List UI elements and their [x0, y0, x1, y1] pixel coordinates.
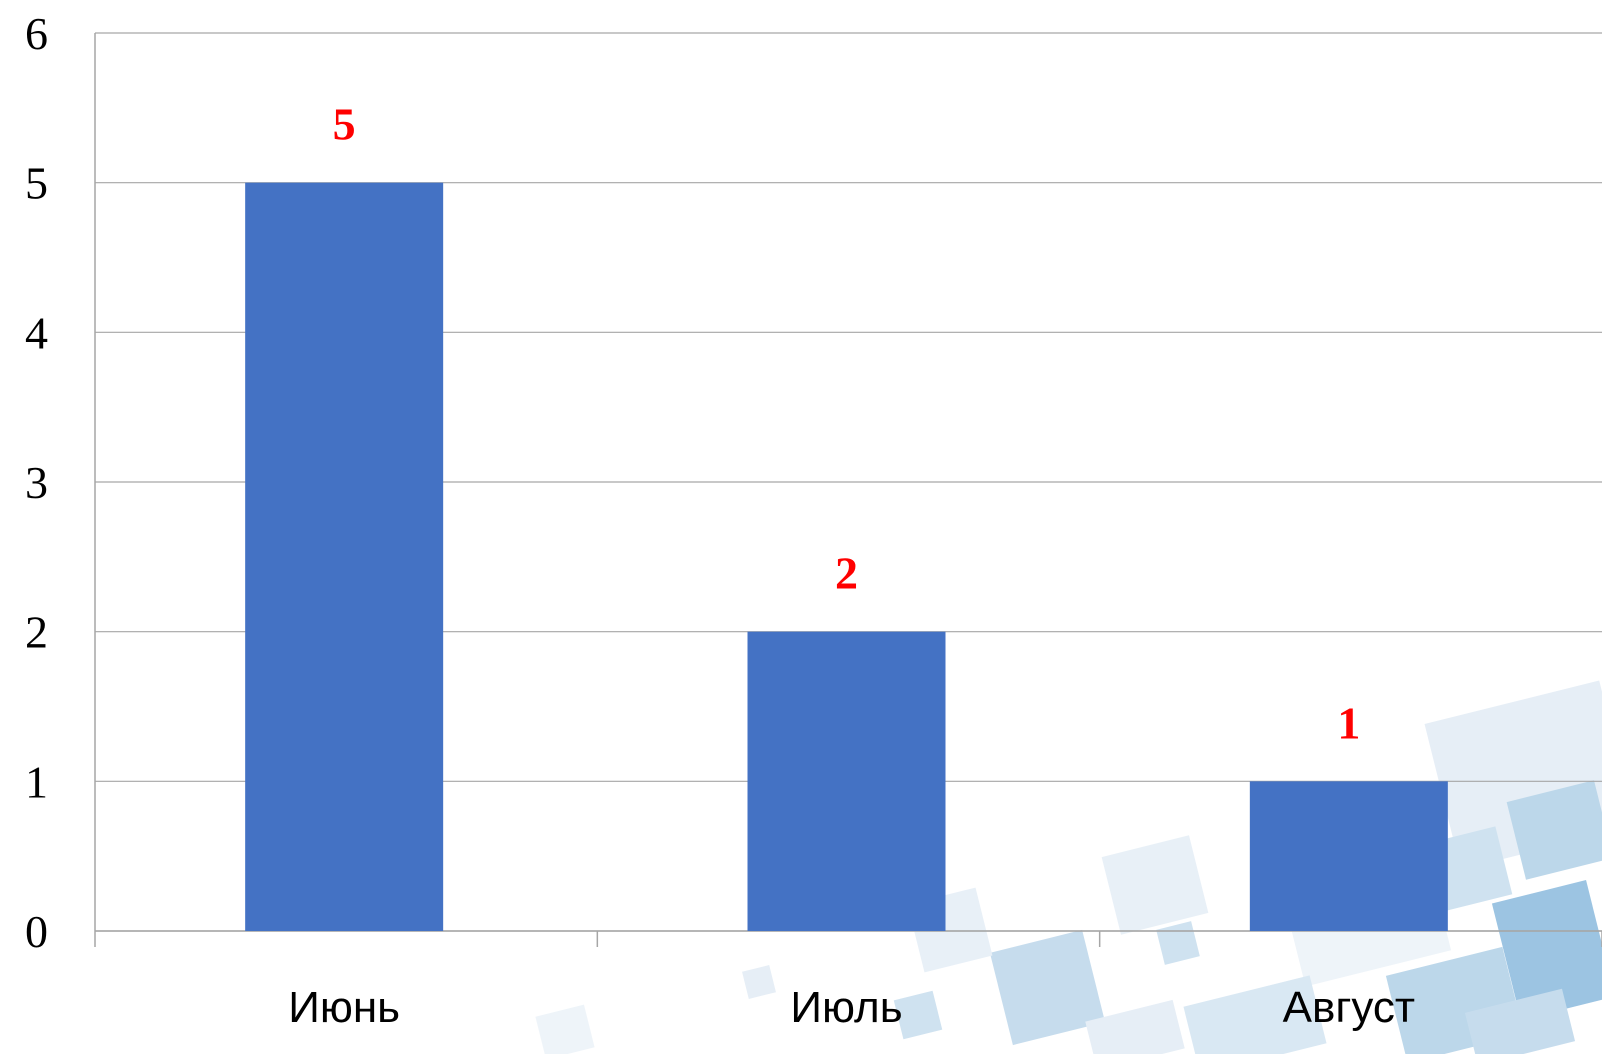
x-tick-label: Июнь	[288, 983, 400, 1032]
decor-square	[989, 929, 1106, 1046]
y-tick-label: 0	[25, 906, 48, 957]
y-tick-label: 2	[25, 607, 48, 658]
decor-square	[1101, 835, 1209, 935]
decor-square	[1464, 988, 1576, 1054]
bar	[747, 631, 946, 931]
y-tick-label: 5	[25, 158, 48, 209]
y-axis-tick-labels: 0 1 2 3 4 5 6	[25, 8, 48, 957]
x-axis-tick-labels: Июнь Июль Август	[288, 983, 1415, 1032]
bar	[245, 182, 444, 931]
decor-square	[1183, 975, 1327, 1054]
decor-square	[1085, 999, 1185, 1054]
y-tick-label: 4	[25, 307, 48, 358]
decor-square	[1506, 780, 1602, 880]
data-label: 1	[1337, 697, 1360, 748]
decor-square	[1491, 880, 1602, 1020]
bars	[245, 182, 1448, 931]
bar	[1249, 781, 1448, 931]
decor-square	[535, 1004, 595, 1054]
y-tick-label: 3	[25, 457, 48, 508]
y-tick-label: 1	[25, 756, 48, 807]
decor-square	[742, 965, 776, 999]
data-labels: 5 2 1	[333, 99, 1361, 749]
y-tick-label: 6	[25, 8, 48, 59]
x-tick-label: Июль	[790, 983, 902, 1032]
data-label: 5	[333, 99, 356, 150]
x-tick-label: Август	[1283, 983, 1415, 1032]
decor-square	[893, 990, 943, 1040]
decor-square	[1156, 921, 1200, 965]
data-label: 2	[835, 548, 858, 599]
